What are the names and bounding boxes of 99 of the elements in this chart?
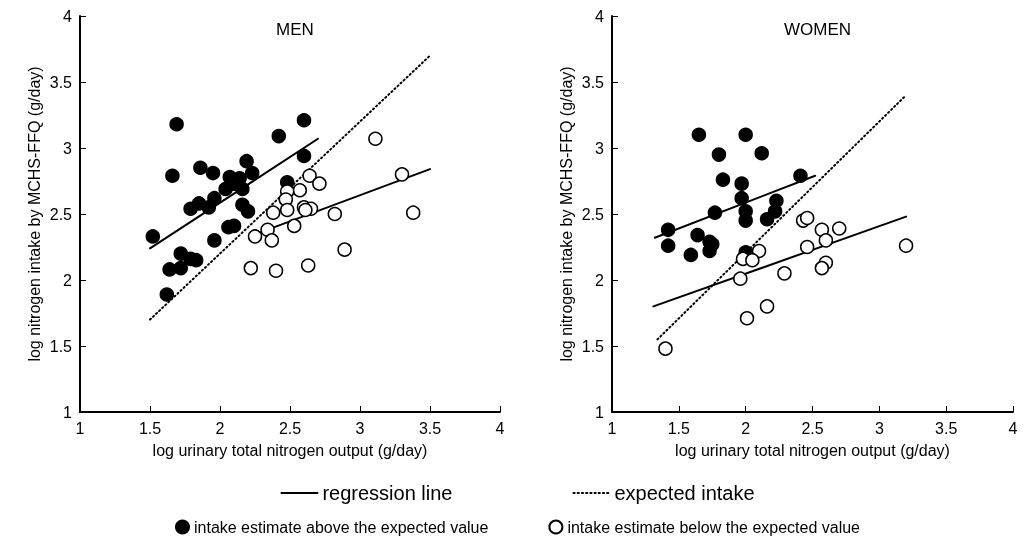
x-tick-label: 1.5: [667, 419, 691, 437]
point: [302, 168, 317, 183]
x-tick-label: 4: [495, 419, 505, 437]
point: [244, 165, 260, 181]
legend-label: intake estimate above the expected value: [193, 518, 489, 536]
y-tick-label: 1.5: [581, 337, 605, 355]
point: [405, 205, 421, 220]
x-axis-title: log urinary total nitrogen output (g/day): [152, 441, 428, 459]
point: [734, 176, 749, 191]
x-tick-label: 3: [874, 419, 884, 437]
point: [286, 218, 302, 234]
point: [264, 233, 280, 248]
y-axis-title: log nitrogen intake by MCHS-FFQ (g/day): [25, 66, 43, 362]
point: [165, 168, 180, 183]
y-tick-label: 1: [63, 403, 73, 421]
point: [759, 299, 775, 314]
chart-title: MEN: [276, 20, 314, 39]
point: [173, 260, 189, 276]
x-tick-label: 1.5: [138, 419, 162, 437]
point: [279, 202, 295, 218]
point: [271, 128, 287, 144]
x-tick-label: 2: [215, 419, 225, 437]
y-tick-label: 2.5: [49, 205, 73, 223]
point: [777, 266, 792, 281]
point: [691, 127, 707, 143]
point: [739, 311, 755, 326]
x-tick-label: 2.5: [801, 419, 824, 437]
point: [159, 287, 175, 302]
point: [799, 239, 815, 255]
x-tick-label: 3.5: [935, 419, 958, 437]
x-tick-label: 4: [1008, 419, 1018, 437]
point: [733, 271, 748, 286]
point: [183, 201, 198, 216]
point: [832, 221, 847, 236]
point: [660, 238, 676, 253]
y-tick-label: 1: [595, 403, 605, 421]
legend-label: expected intake: [614, 482, 755, 504]
legend-label: regression line: [322, 482, 453, 504]
point: [312, 176, 327, 191]
point: [296, 148, 312, 164]
chart-title: WOMEN: [783, 20, 852, 39]
point: [268, 263, 284, 279]
x-tick-label: 3.5: [418, 419, 442, 437]
point: [239, 153, 254, 169]
point: [169, 116, 184, 132]
point: [243, 260, 259, 276]
legend-label: intake estimate below the expected value: [567, 518, 861, 536]
point: [296, 113, 312, 128]
point: [738, 213, 753, 228]
point: [265, 205, 281, 220]
y-tick-label: 2.5: [581, 205, 605, 223]
x-tick-label: 2.5: [278, 419, 302, 437]
point: [745, 252, 760, 268]
point: [818, 233, 834, 248]
point: [711, 147, 727, 162]
point: [394, 167, 410, 182]
point: [715, 172, 731, 187]
point: [337, 242, 352, 257]
x-tick-label: 2: [741, 419, 751, 437]
point: [683, 247, 699, 263]
y-tick-label: 1.5: [49, 337, 73, 355]
x-tick-label: 1: [75, 419, 85, 437]
point: [799, 210, 815, 226]
y-tick-label: 3: [595, 139, 605, 157]
y-tick-label: 2: [595, 271, 605, 289]
x-tick-label: 3: [355, 419, 365, 437]
point: [898, 238, 914, 253]
point: [767, 204, 783, 219]
point: [201, 200, 217, 215]
point: [734, 190, 749, 206]
point: [240, 204, 256, 219]
point: [235, 181, 250, 197]
y-tick-label: 3.5: [49, 73, 73, 91]
point: [690, 227, 705, 243]
point: [145, 229, 161, 244]
point: [814, 260, 830, 276]
x-tick-label: 1: [607, 419, 617, 437]
y-axis-title: log nitrogen intake by MCHS-FFQ (g/day): [557, 66, 575, 362]
point: [292, 182, 308, 198]
point: [793, 168, 808, 183]
y-tick-label: 4: [595, 7, 605, 25]
point: [738, 127, 753, 143]
point: [368, 131, 383, 147]
point: [207, 233, 222, 248]
point: [205, 165, 221, 181]
point: [162, 262, 177, 277]
x-axis-title: log urinary total nitrogen output (g/day): [675, 441, 950, 459]
point: [660, 222, 676, 238]
point: [247, 229, 263, 244]
point: [754, 146, 769, 161]
y-tick-label: 2: [63, 271, 73, 289]
point: [300, 258, 316, 273]
point: [707, 205, 723, 220]
point: [327, 206, 343, 222]
y-tick-label: 4: [63, 7, 73, 25]
y-tick-label: 3.5: [581, 73, 605, 91]
point: [193, 160, 208, 176]
point: [658, 341, 673, 356]
y-tick-label: 3: [63, 139, 73, 157]
